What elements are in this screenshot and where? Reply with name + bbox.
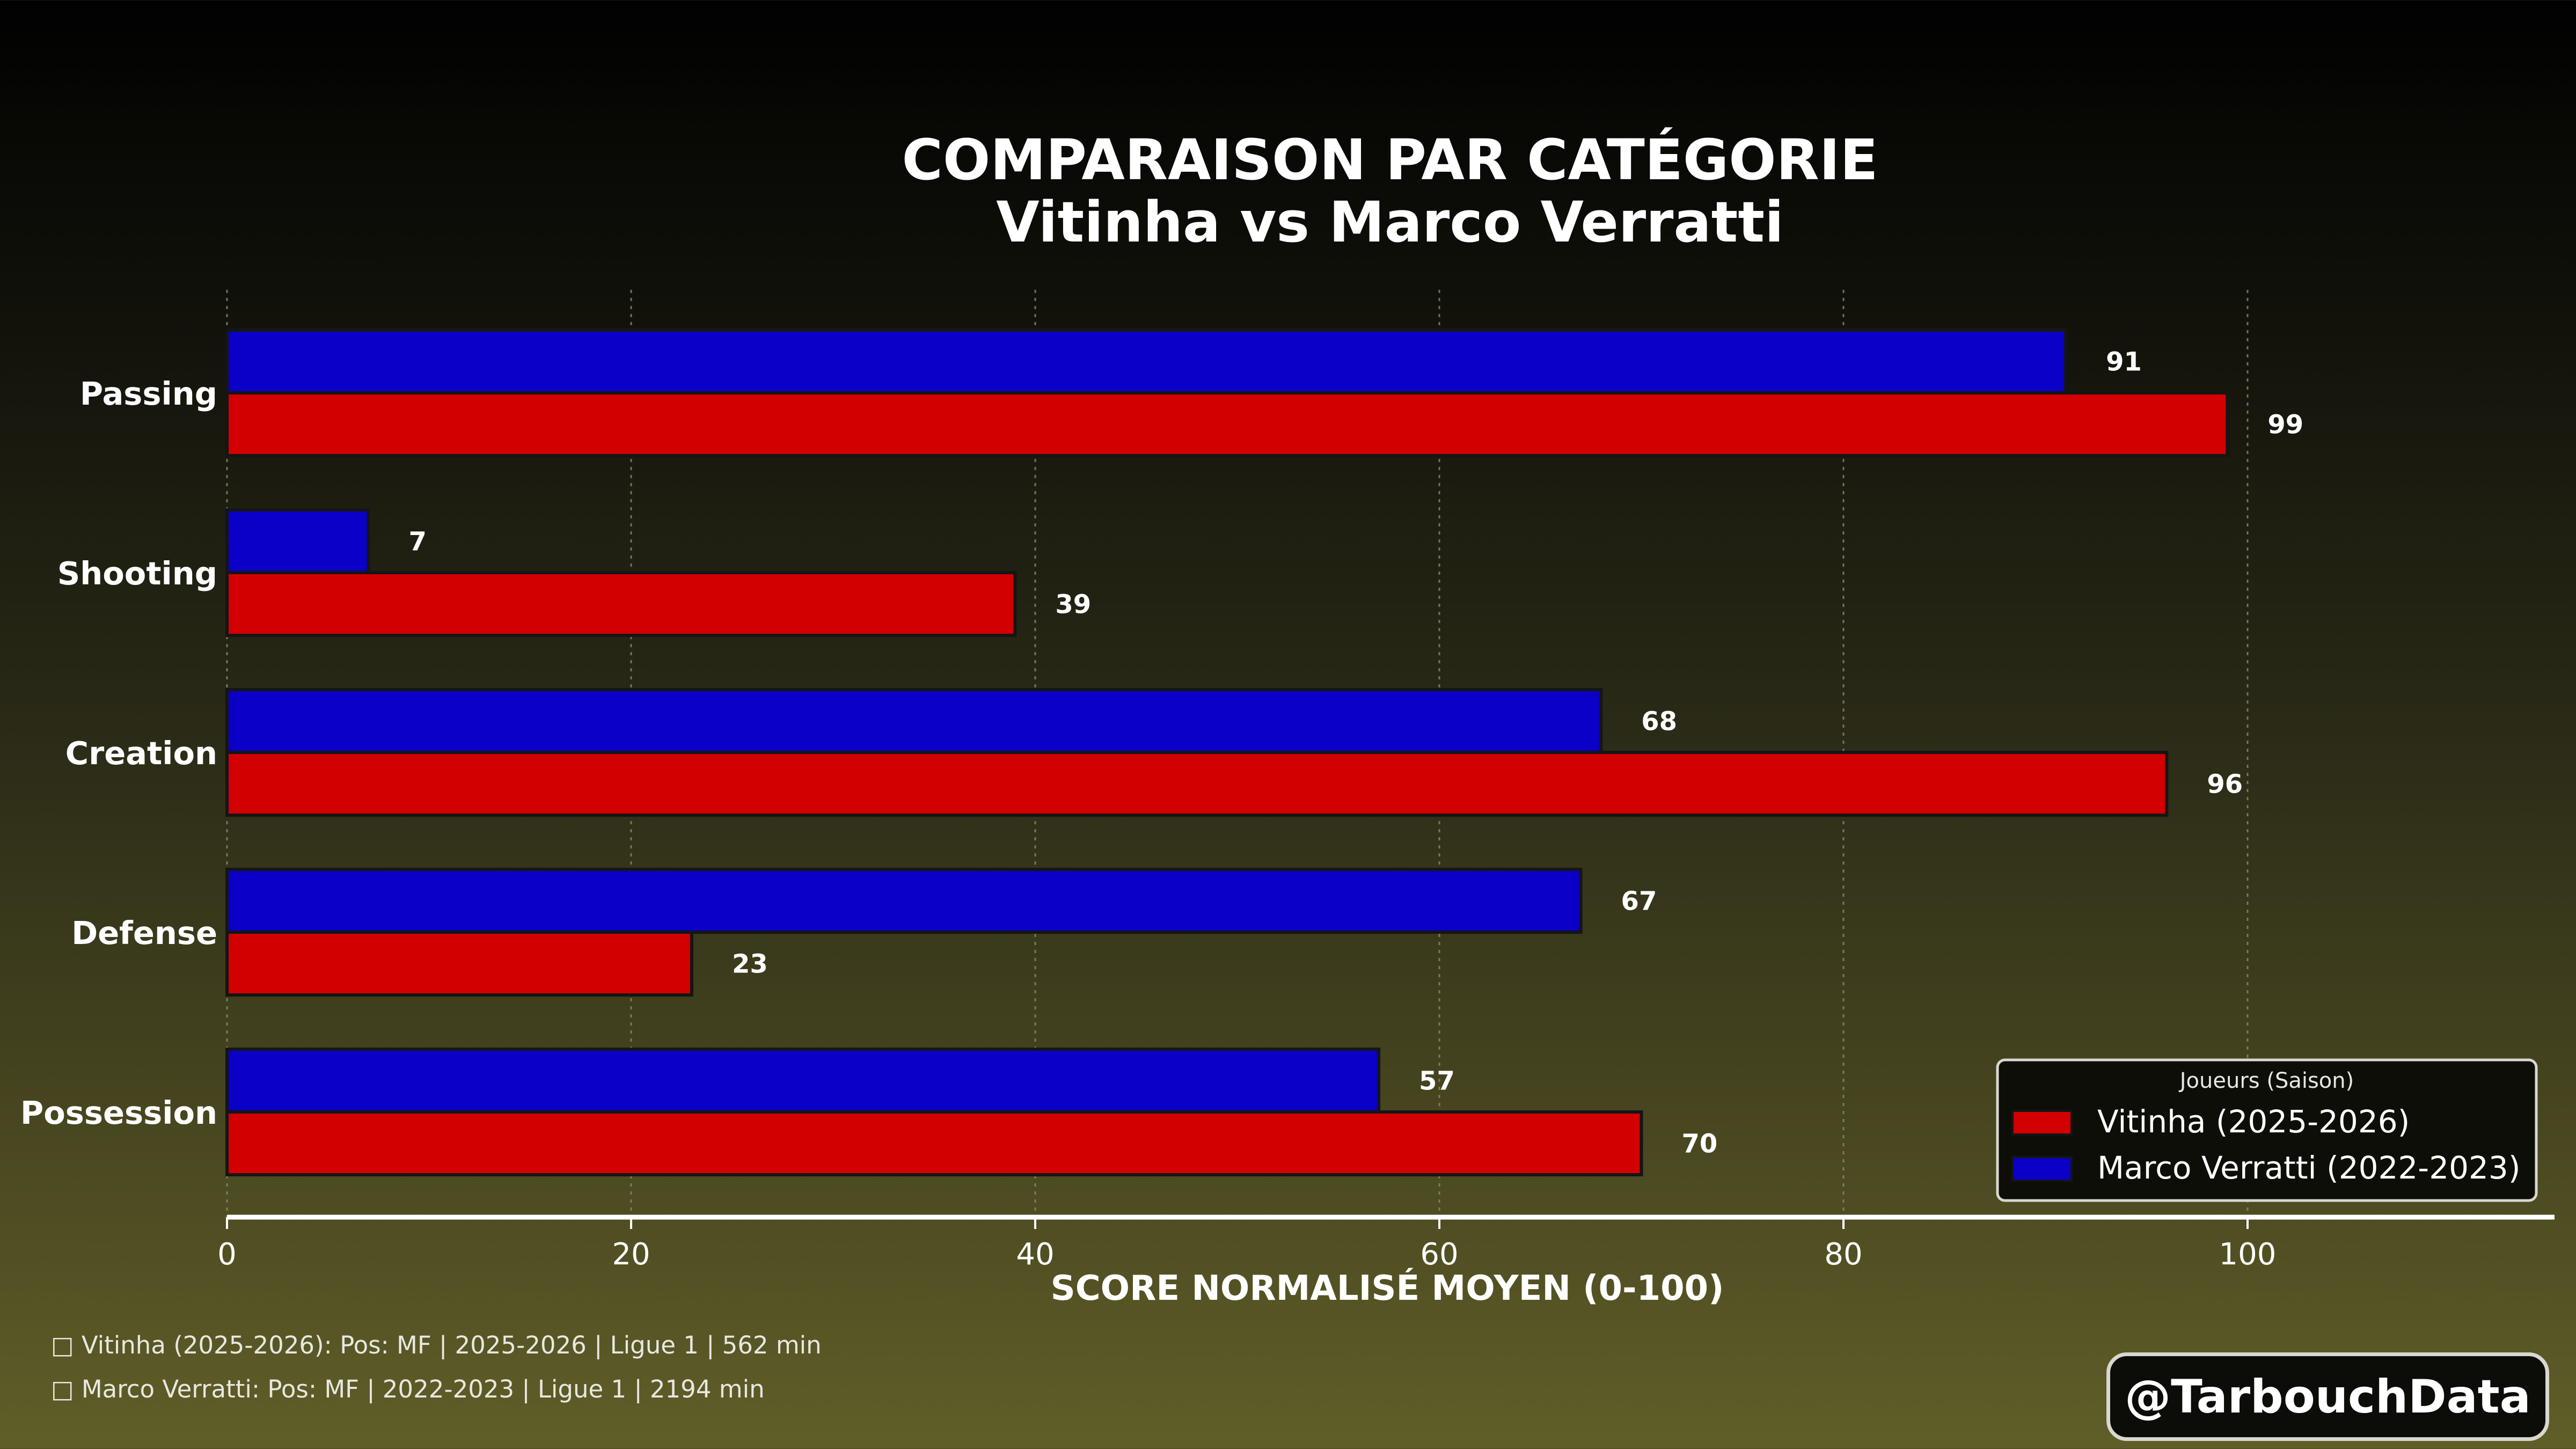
footnote-icon: □ bbox=[51, 1331, 74, 1359]
chart-title-block: COMPARAISON PAR CATÉGORIE Vitinha vs Mar… bbox=[0, 129, 2576, 253]
x-tick-label: 40 bbox=[1016, 1237, 1054, 1272]
legend-entry: Marco Verratti (2022-2023) bbox=[2097, 1150, 2520, 1186]
legend-entry: Vitinha (2025-2026) bbox=[2097, 1103, 2410, 1140]
bar bbox=[225, 688, 1603, 754]
data-label: 99 bbox=[2267, 410, 2303, 440]
bar bbox=[225, 508, 370, 574]
bar bbox=[225, 571, 1017, 637]
bar bbox=[225, 1048, 1381, 1114]
x-tick-label: 100 bbox=[2219, 1237, 2277, 1272]
footnote-vitinha: □ Vitinha (2025-2026): Pos: MF | 2025-20… bbox=[51, 1331, 822, 1359]
legend-swatch bbox=[2011, 1156, 2073, 1182]
legend-box bbox=[1996, 1058, 2538, 1202]
bar bbox=[225, 868, 1583, 934]
category-label: Passing bbox=[80, 375, 217, 412]
data-label: 39 bbox=[1055, 590, 1091, 620]
category-label: Possession bbox=[20, 1094, 217, 1131]
x-axis-title: SCORE NORMALISÉ MOYEN (0-100) bbox=[1051, 1268, 1724, 1308]
footnote-verratti: □ Marco Verratti: Pos: MF | 2022-2023 | … bbox=[51, 1375, 765, 1403]
watermark-badge: @TarbouchData bbox=[2106, 1352, 2549, 1441]
category-label: Creation bbox=[65, 735, 217, 772]
legend-swatch bbox=[2011, 1110, 2073, 1136]
chart-title: COMPARAISON PAR CATÉGORIE bbox=[902, 127, 1878, 193]
x-tick-label: 0 bbox=[217, 1237, 237, 1272]
bar bbox=[225, 328, 2068, 394]
category-label: Defense bbox=[71, 914, 217, 952]
bar bbox=[225, 1110, 1643, 1176]
x-tick-label: 60 bbox=[1420, 1237, 1458, 1272]
footnote-text: Vitinha (2025-2026): Pos: MF | 2025-2026… bbox=[81, 1331, 822, 1359]
bar bbox=[225, 751, 2169, 817]
chart-subtitle: Vitinha vs Marco Verratti bbox=[996, 189, 1784, 255]
legend-title: Joueurs (Saison) bbox=[2178, 1069, 2354, 1093]
x-tick-label: 20 bbox=[612, 1237, 650, 1272]
data-label: 57 bbox=[1419, 1066, 1455, 1096]
x-tick-label: 80 bbox=[1824, 1237, 1862, 1272]
footnote-text: Marco Verratti: Pos: MF | 2022-2023 | Li… bbox=[81, 1375, 765, 1403]
footnote-icon: □ bbox=[51, 1375, 74, 1403]
bar bbox=[225, 931, 693, 997]
data-label: 70 bbox=[1682, 1129, 1718, 1159]
category-label: Shooting bbox=[57, 555, 217, 592]
bar bbox=[225, 391, 2229, 457]
data-label: 68 bbox=[1641, 707, 1677, 737]
data-label: 7 bbox=[409, 527, 427, 557]
data-label: 67 bbox=[1621, 887, 1657, 917]
data-label: 23 bbox=[732, 949, 768, 979]
data-label: 96 bbox=[2207, 770, 2243, 800]
data-label: 91 bbox=[2106, 347, 2142, 377]
